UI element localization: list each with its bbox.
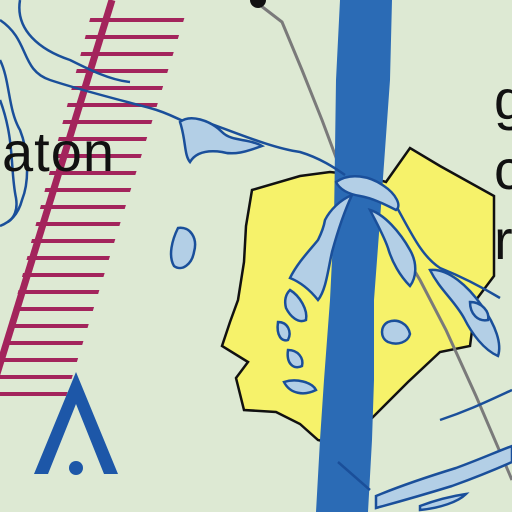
lake [374, 444, 512, 510]
lake [178, 117, 266, 165]
lake [283, 288, 308, 323]
place-label-fragment: g [494, 68, 512, 131]
lake [367, 208, 417, 288]
town-label: aton [2, 120, 115, 183]
aerodrome-a-icon [34, 372, 118, 475]
lake [418, 492, 470, 512]
lake [468, 300, 490, 322]
restricted-airspace-hatch [0, 18, 190, 396]
place-label-fragment: r [494, 208, 512, 271]
lake [282, 379, 318, 395]
restricted-airspace-boundary [0, 0, 116, 376]
lake [428, 268, 501, 358]
lakes [169, 117, 512, 512]
lake [169, 226, 197, 270]
lake [286, 348, 304, 369]
lake [334, 174, 400, 212]
road-end-dot [250, 0, 266, 8]
place-label-fragment: c [494, 138, 512, 201]
lake [276, 320, 291, 342]
streams [0, 0, 512, 491]
lake [380, 319, 412, 345]
main-river [316, 0, 392, 512]
